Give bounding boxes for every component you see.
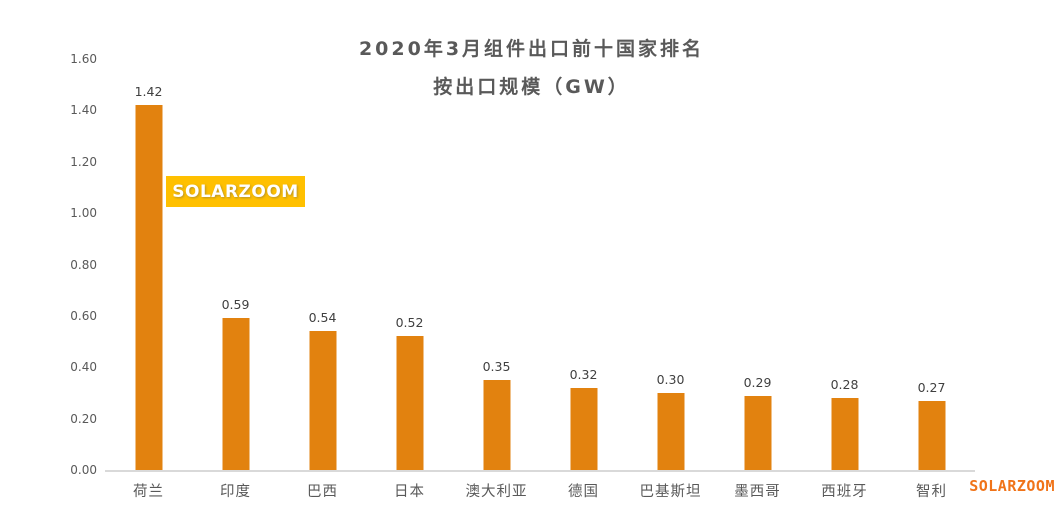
bar-slot: 0.59 印度 (192, 59, 279, 500)
y-axis-tick-label: 1.40 (70, 103, 97, 118)
solarzoom-watermark-badge: SOLARZOOM (166, 176, 305, 207)
bar-value-label: 0.35 (482, 359, 511, 375)
bar-slot: 0.35 澳大利亚 (453, 59, 540, 500)
y-axis-tick-label: 1.60 (70, 52, 97, 66)
bar (222, 318, 249, 470)
y-axis-tick-label: 0.60 (70, 308, 97, 323)
bar (483, 380, 510, 470)
x-axis-label: 德国 (568, 484, 599, 500)
solarzoom-watermark-label: SOLARZOOM (172, 181, 299, 202)
bar-value-label: 1.42 (134, 84, 163, 100)
x-axis-label: 巴西 (307, 484, 338, 500)
x-axis-label: 澳大利亚 (465, 484, 528, 500)
y-axis-tick-label: 1.20 (70, 154, 97, 169)
x-axis-label: 西班牙 (821, 484, 868, 500)
x-axis-label: 墨西哥 (734, 484, 781, 500)
plot-area: 1.42 荷兰 0.59 印度 0.54 巴西 0.52 日本 0.35 澳大利亚 0.32 德国 0.… (105, 59, 975, 500)
bar-value-label: 0.52 (395, 315, 424, 331)
bar (570, 387, 597, 470)
chart-subtitle: 按出口规模（GW） (433, 76, 630, 98)
y-axis-tick-label: 0.20 (70, 411, 97, 426)
bar-slot: 0.52 日本 (366, 59, 453, 500)
bar-slot: 0.32 德国 (540, 59, 627, 500)
chart-title: 2020年3月组件出口前十国家排名 (358, 38, 705, 60)
y-axis-tick-label: 0.80 (70, 257, 97, 272)
y-axis-tick-label: 0.40 (70, 360, 97, 375)
bar (744, 395, 771, 470)
bar-value-label: 0.30 (656, 371, 685, 387)
chart-title-block: 2020年3月组件出口前十国家排名 按出口规模（GW） (0, 30, 1063, 106)
bar (657, 392, 684, 470)
y-axis-tick-label: 0.00 (70, 463, 97, 477)
bar-slot: 1.42 荷兰 (105, 59, 192, 500)
bar-slot: 0.28 西班牙 (801, 59, 888, 500)
y-axis-tick-label: 1.00 (70, 206, 97, 221)
x-axis-label: 智利 (916, 484, 947, 500)
bar-value-label: 0.54 (308, 310, 337, 326)
x-axis-label: 印度 (220, 484, 251, 500)
bar (831, 398, 858, 470)
y-axis: 0.00 0.20 0.40 0.60 0.80 1.00 1.20 1.40 1.60 (0, 52, 97, 477)
x-axis-label: 荷兰 (133, 484, 164, 500)
bar-slot: 0.29 墨西哥 (714, 59, 801, 500)
bar (309, 331, 336, 470)
bar-value-label: 0.59 (221, 297, 250, 313)
bar-value-label: 0.32 (569, 366, 598, 382)
bar (396, 336, 423, 470)
bar-slot: 0.54 巴西 (279, 59, 366, 500)
bar (918, 400, 945, 470)
bar (135, 105, 162, 470)
bar-value-label: 0.29 (743, 374, 772, 390)
bar-value-label: 0.27 (917, 379, 946, 395)
bar-value-label: 0.28 (830, 377, 859, 393)
x-axis-label: 日本 (394, 484, 425, 500)
solarzoom-logo: SOLARZOOM (969, 477, 1055, 495)
x-axis-label: 巴基斯坦 (639, 484, 702, 500)
bar-slot: 0.30 巴基斯坦 (627, 59, 714, 500)
bar-slot: 0.27 智利 (888, 59, 975, 500)
